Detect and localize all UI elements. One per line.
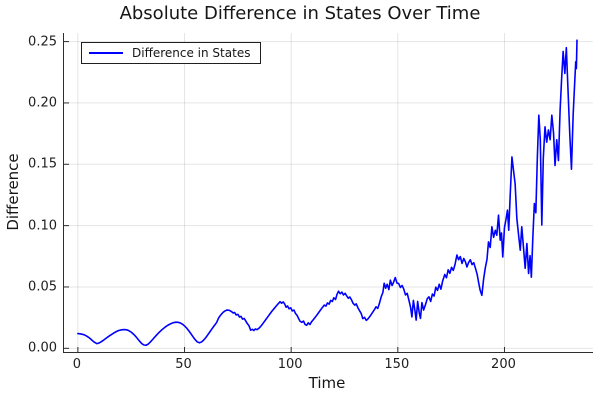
y-tick-label: 0.00 [28,340,57,356]
x-tick-label: 200 [491,357,516,372]
x-tick-label: 0 [72,357,81,372]
x-axis-label: Time [308,374,346,392]
y-tick-label: 0.05 [28,279,57,295]
legend-label: Difference in States [132,46,251,60]
y-tick-label: 0.10 [28,218,57,234]
x-tick-label: 50 [175,357,192,372]
legend: Difference in States [81,42,262,64]
legend-line-sample [89,52,123,54]
series-line [77,39,578,347]
plot-area: Difference in States [63,33,593,353]
x-tick-label: 150 [384,357,410,372]
y-tick-label: 0.20 [28,95,57,111]
y-tick-label: 0.25 [28,34,57,50]
y-tick-label: 0.15 [28,156,57,172]
chart-canvas [64,33,593,352]
x-tick-label: 100 [277,357,303,372]
chart-title: Absolute Difference in States Over Time [119,3,481,24]
